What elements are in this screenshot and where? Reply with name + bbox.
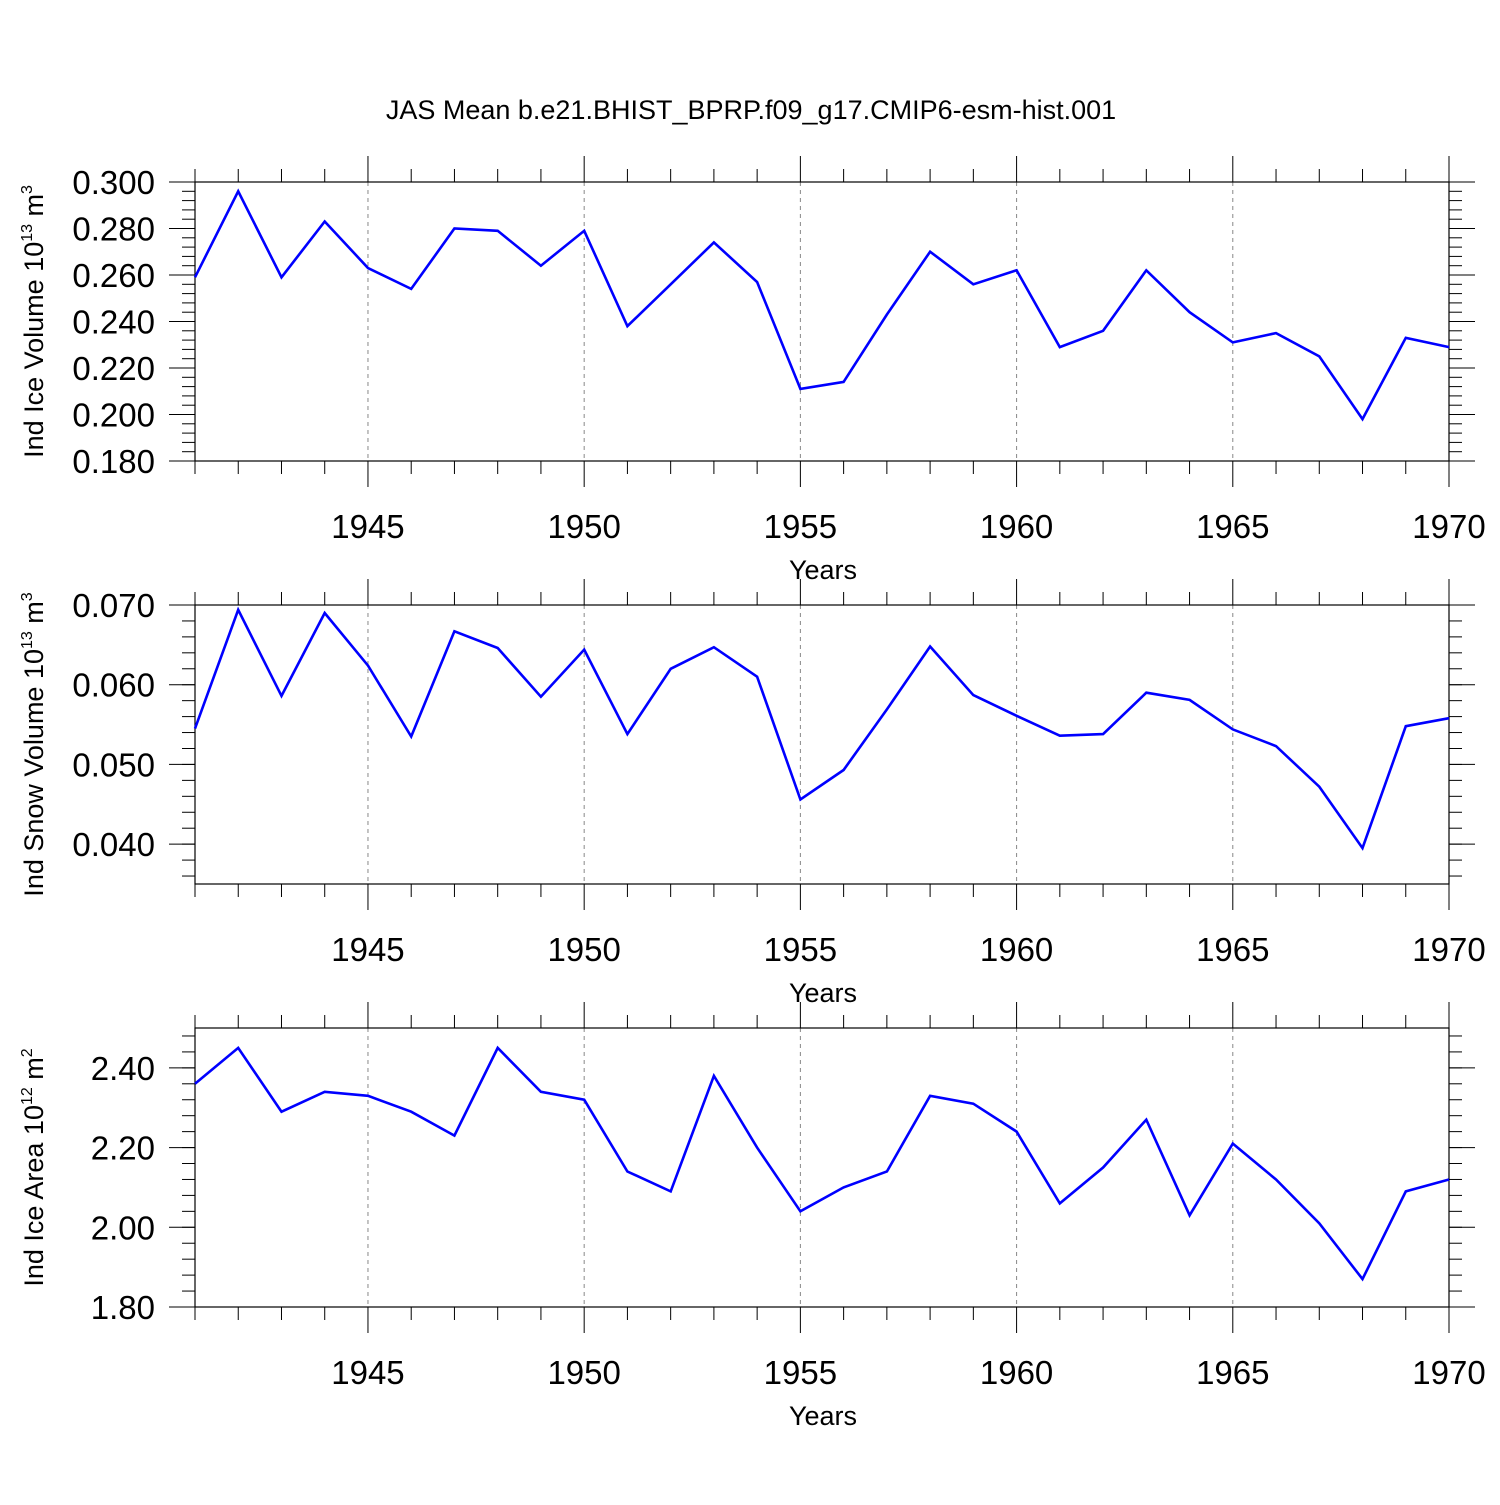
- x-tick-label: 1960: [980, 931, 1053, 968]
- y-tick-label: 0.300: [72, 164, 155, 201]
- y-tick-label: 0.280: [72, 211, 155, 248]
- y-tick-label: 0.240: [72, 304, 155, 341]
- x-tick-label: 1950: [547, 1354, 620, 1391]
- plot-frame: [194, 181, 1450, 462]
- x-tick-label: 1965: [1196, 508, 1269, 545]
- x-axis-label: Years: [789, 978, 857, 1008]
- x-tick-label: 1965: [1196, 931, 1269, 968]
- y-tick-label: 0.260: [72, 257, 155, 294]
- y-tick-label: 2.00: [91, 1209, 155, 1246]
- y-axis-label-text: Ind Ice Area 10: [19, 1105, 49, 1287]
- plot-frame: [194, 1027, 1450, 1308]
- x-axis-label: Years: [789, 1401, 857, 1431]
- x-tick-label: 1955: [764, 1354, 837, 1391]
- y-axis-label-unit-exponent: 3: [19, 592, 36, 601]
- x-tick-label: 1965: [1196, 1354, 1269, 1391]
- x-tick-label: 1950: [547, 931, 620, 968]
- series-line: [194, 1045, 1450, 1282]
- y-axis-label-unit-exponent: 3: [19, 185, 36, 194]
- y-tick-label: 0.060: [72, 667, 155, 704]
- chart-title: JAS Mean b.e21.BHIST_BPRP.f09_g17.CMIP6-…: [386, 95, 1116, 125]
- plot-frame: [194, 604, 1450, 885]
- y-axis-label-unit: m: [19, 1057, 49, 1087]
- x-tick-label: 1945: [331, 1354, 404, 1391]
- x-tick-label: 1945: [331, 931, 404, 968]
- panel-2: 0.040 0.050 0.060 0.070 1945 1950 1955 1960 1965…: [19, 579, 1486, 1008]
- y-tick-label: 2.20: [91, 1130, 155, 1167]
- x-tick-label: 1970: [1412, 1354, 1485, 1391]
- y-axis-label-unit: m: [19, 194, 49, 224]
- y-tick-label: 0.220: [72, 350, 155, 387]
- x-tick-label: 1960: [980, 1354, 1053, 1391]
- y-axis-label-exponent: 12: [19, 1087, 36, 1105]
- y-tick-label: 0.180: [72, 443, 155, 480]
- x-axis-label: Years: [789, 555, 857, 585]
- y-axis-label: Ind Ice Volume 1013 m3: [19, 185, 49, 458]
- x-tick-label: 1970: [1412, 508, 1485, 545]
- y-axis-label: Ind Ice Area 1012 m2: [19, 1048, 49, 1286]
- y-axis-label-exponent: 13: [19, 224, 36, 242]
- y-axis-label-exponent: 13: [19, 631, 36, 649]
- y-axis-label-unit-exponent: 2: [19, 1048, 36, 1057]
- x-tick-label: 1970: [1412, 931, 1485, 968]
- y-tick-label: 1.80: [91, 1289, 155, 1326]
- y-axis-label-unit: m: [19, 601, 49, 631]
- series-line: [193, 606, 1450, 851]
- y-tick-label: 0.050: [72, 746, 155, 783]
- panel-1: 0.180 0.200 0.220 0.240 0.260 0.280 0.300 1945 1…: [19, 156, 1486, 585]
- y-axis-label-text: Ind Ice Volume 10: [19, 242, 49, 458]
- y-axis-label: Ind Snow Volume 1013 m3: [19, 592, 49, 896]
- y-tick-label: 0.200: [72, 397, 155, 434]
- panel-3: 1.80 2.00 2.20 2.40 1945 1950 1955 1960 1965 1970…: [19, 1002, 1486, 1431]
- y-axis-label-text: Ind Snow Volume 10: [19, 649, 49, 897]
- series-line: [193, 188, 1450, 422]
- y-tick-label: 0.070: [72, 587, 155, 624]
- x-tick-label: 1945: [331, 508, 404, 545]
- y-tick-label: 2.40: [91, 1050, 155, 1087]
- x-tick-label: 1955: [764, 508, 837, 545]
- x-tick-label: 1960: [980, 508, 1053, 545]
- x-tick-label: 1950: [547, 508, 620, 545]
- y-tick-label: 0.040: [72, 826, 155, 863]
- x-tick-label: 1955: [764, 931, 837, 968]
